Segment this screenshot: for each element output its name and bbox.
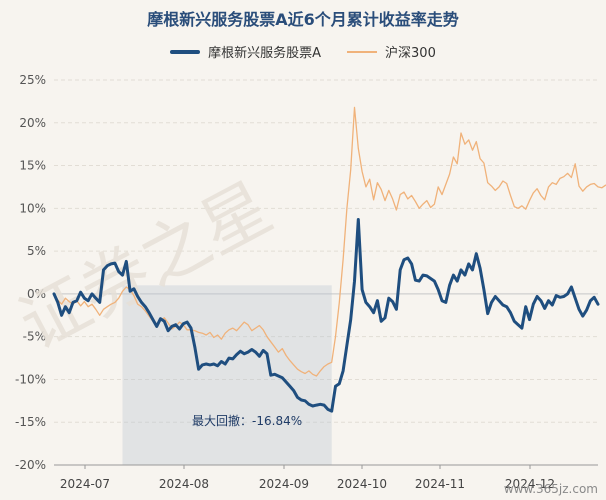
- y-tick-label: -10%: [15, 372, 46, 386]
- x-tick-label: 2024-07: [60, 477, 110, 491]
- y-tick-label: 0%: [27, 287, 46, 301]
- chart-title: 摩根新兴服务股票A近6个月累计收益率走势: [147, 10, 459, 29]
- series-line-index: [53, 106, 606, 377]
- legend-swatch-fund: [170, 49, 201, 54]
- y-tick-label: -20%: [15, 458, 46, 472]
- y-tick-label: 15%: [19, 159, 46, 173]
- y-tick-label: 10%: [19, 201, 46, 215]
- y-tick-label: 20%: [19, 116, 46, 130]
- x-tick-label: 2024-09: [259, 477, 309, 491]
- legend: 摩根新兴服务股票A 沪深300: [0, 42, 606, 61]
- legend-label-fund: 摩根新兴服务股票A: [208, 46, 322, 61]
- legend-item-index[interactable]: 沪深300: [347, 42, 436, 61]
- series-line-fund: [52, 218, 600, 413]
- x-tick-label: 2024-10: [337, 477, 387, 491]
- drawdown-label: 最大回撤：-16.84%: [192, 413, 302, 428]
- x-tick-label: 2024-11: [415, 477, 465, 491]
- y-tick-label: -5%: [23, 330, 46, 344]
- x-tick-label: 2024-08: [159, 477, 209, 491]
- y-tick-label: 25%: [19, 73, 46, 87]
- legend-swatch-index: [347, 50, 378, 53]
- legend-label-index: 沪深300: [385, 46, 436, 61]
- y-tick-label: 5%: [27, 244, 46, 258]
- y-tick-label: -15%: [15, 415, 46, 429]
- watermark-url: www.365jz.com: [503, 482, 598, 496]
- drawdown-area: [122, 285, 332, 465]
- legend-item-fund[interactable]: 摩根新兴服务股票A: [170, 42, 321, 61]
- x-tick-label: 2024-12: [505, 477, 555, 491]
